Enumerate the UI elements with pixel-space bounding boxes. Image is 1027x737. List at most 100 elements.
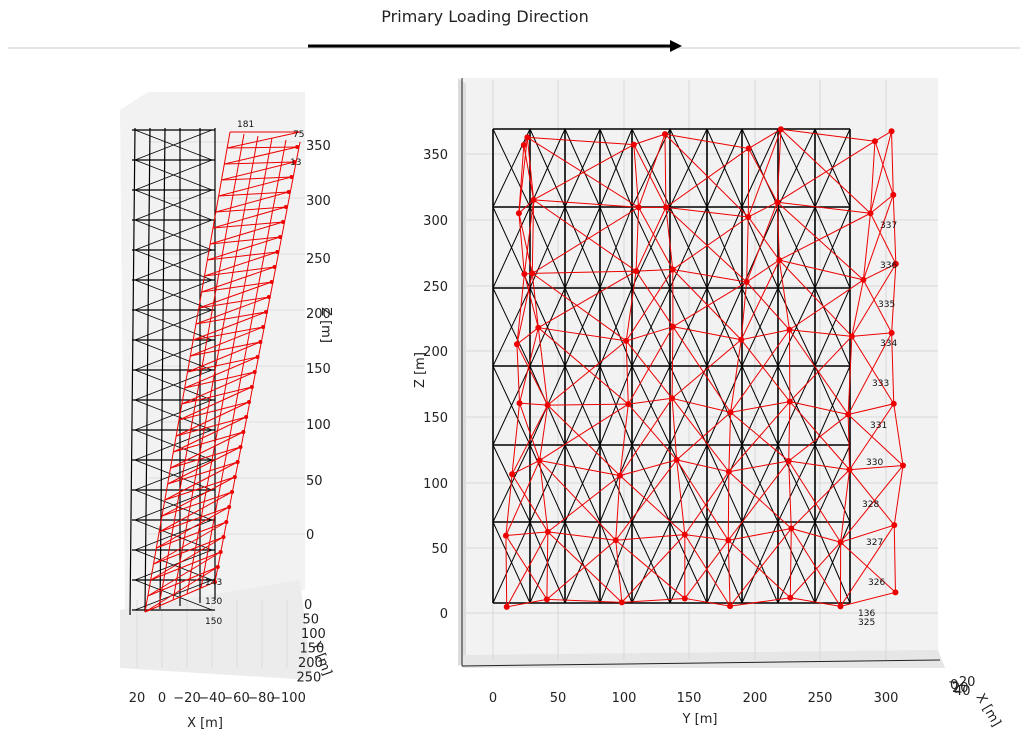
node (517, 400, 523, 406)
node (544, 596, 550, 602)
z-axis-label: Z [m] (318, 307, 333, 343)
z-tick-label: 0 (306, 528, 314, 543)
node (662, 131, 668, 137)
z-tick-label: 300 (306, 194, 331, 209)
node (746, 145, 752, 151)
node (900, 463, 906, 469)
node (535, 325, 541, 331)
node (786, 327, 792, 333)
x-tick-label: 0 (158, 691, 166, 706)
node (838, 539, 844, 545)
node-label: 327 (866, 538, 883, 548)
node (258, 340, 262, 344)
node-label: 328 (862, 500, 879, 510)
z-tick-label: 100 (306, 418, 331, 433)
node (682, 532, 688, 538)
z-tick-label: 300 (423, 214, 448, 229)
node (264, 310, 268, 314)
x-tick-label: −20 (173, 691, 200, 706)
node (776, 257, 782, 263)
node (529, 270, 535, 276)
x-axis-label: X [m] (973, 691, 1004, 730)
node-label: 143 (205, 578, 222, 588)
x-tick-label: 40 (954, 684, 971, 699)
node-label: 333 (872, 379, 889, 389)
z-tick-label: 150 (423, 411, 448, 426)
node (786, 458, 792, 464)
node (845, 412, 851, 418)
node (531, 197, 537, 203)
node (892, 589, 898, 595)
node-label: 330 (866, 458, 883, 468)
z-tick-label: 100 (423, 477, 448, 492)
node-label: 331 (870, 421, 887, 431)
node (545, 529, 551, 535)
x-tick-label: −60 (222, 691, 249, 706)
y-axis-label: Y [m] (682, 712, 718, 727)
node (636, 204, 642, 210)
node (227, 505, 231, 509)
node-label: 335 (878, 300, 895, 310)
y-tick-label: 250 (297, 671, 322, 686)
z-tick-label: 50 (431, 542, 448, 557)
node (278, 235, 282, 239)
node (837, 603, 843, 609)
node (284, 205, 288, 209)
node (872, 138, 878, 144)
node (674, 457, 680, 463)
node (239, 445, 243, 449)
node (516, 210, 522, 216)
title: Primary Loading Direction (381, 7, 588, 26)
y-tick-label: 300 (874, 691, 899, 706)
node (224, 520, 228, 524)
node (613, 537, 619, 543)
node-label: 334 (880, 339, 897, 349)
z-axis-label: Z [m] (413, 352, 428, 388)
member (728, 472, 729, 541)
node (521, 142, 527, 148)
node (270, 280, 274, 284)
node (889, 330, 895, 336)
node (867, 210, 873, 216)
figure: Primary Loading Direction 05010015020025… (0, 0, 1027, 733)
y-tick-label: 250 (808, 691, 833, 706)
node (281, 220, 285, 224)
node (509, 471, 515, 477)
node (744, 279, 750, 285)
node (728, 409, 734, 415)
node (261, 325, 265, 329)
node (847, 467, 853, 473)
node (726, 469, 732, 475)
node (537, 457, 543, 463)
node (625, 401, 631, 407)
node (889, 128, 895, 134)
node (216, 565, 220, 569)
pane (462, 78, 938, 660)
node (670, 324, 676, 330)
node (670, 267, 676, 273)
node (233, 475, 237, 479)
node (545, 402, 551, 408)
node (236, 460, 240, 464)
node (253, 370, 257, 374)
node (682, 595, 688, 601)
node-label: 13 (290, 158, 301, 168)
node (787, 595, 793, 601)
node-label: 326 (868, 578, 885, 588)
node (275, 250, 279, 254)
node (230, 490, 234, 494)
node (725, 537, 731, 543)
node (256, 355, 260, 359)
x-tick-label: −100 (270, 691, 306, 706)
node (727, 603, 733, 609)
node (631, 142, 637, 148)
node (247, 400, 251, 404)
node (633, 268, 639, 274)
node (244, 415, 248, 419)
node (891, 522, 897, 528)
node (778, 126, 784, 132)
node (290, 175, 294, 179)
z-tick-label: 50 (306, 474, 323, 489)
